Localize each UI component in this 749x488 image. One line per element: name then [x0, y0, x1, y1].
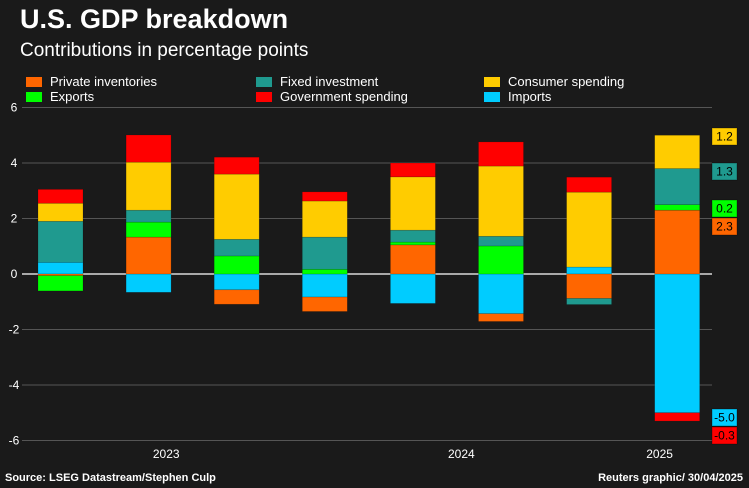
chart-title: U.S. GDP breakdown — [20, 4, 289, 34]
legend-label: Exports — [50, 89, 95, 104]
bar-segment-government-spending — [478, 141, 524, 167]
legend-swatch — [484, 91, 500, 102]
bar-segment-exports — [213, 255, 260, 275]
legend-label: Imports — [508, 89, 552, 104]
credit-note: Reuters graphic/ 30/04/2025 — [598, 472, 743, 484]
bar-segment-fixed-investment — [213, 239, 260, 257]
y-tick-label: 4 — [11, 156, 18, 170]
bar-segment-private-inventories — [654, 209, 701, 275]
bar-segment-fixed-investment — [37, 220, 84, 263]
bar-segment-government-spending — [301, 191, 348, 202]
bar-segment-fixed-investment — [125, 209, 172, 223]
bar-segment-private-inventories — [478, 313, 524, 322]
legend-swatch — [256, 76, 272, 87]
bar-segment-consumer-spending — [301, 200, 348, 238]
legend-label: Consumer spending — [508, 74, 625, 89]
x-tick-label: 2024 — [448, 447, 475, 461]
value-label: -5.0 — [714, 411, 735, 425]
bar-segment-imports — [566, 266, 612, 275]
bar-segment-imports — [301, 273, 348, 298]
bar-segment-private-inventories — [390, 244, 436, 275]
bar-segment-imports — [654, 273, 701, 414]
bar-segment-consumer-spending — [654, 134, 701, 169]
legend-label: Private inventories — [50, 74, 157, 89]
legend-swatch — [484, 76, 500, 87]
bar-segment-imports — [213, 273, 260, 291]
bar-segment-government-spending — [390, 162, 436, 178]
bar-segment-fixed-investment — [301, 236, 348, 270]
bar-segment-private-inventories — [301, 296, 348, 312]
bar-segment-fixed-investment — [390, 229, 436, 243]
bar-segment-government-spending — [125, 134, 172, 163]
bar-segment-consumer-spending — [566, 191, 612, 268]
y-tick-label: 2 — [11, 212, 18, 226]
value-label: 2.3 — [716, 220, 733, 234]
bar-segment-government-spending — [566, 176, 612, 193]
legend-item-private-inventories: Private inventories — [26, 74, 157, 89]
bar-segment-private-inventories — [566, 273, 612, 299]
y-tick-label: -6 — [9, 434, 20, 448]
value-label-box — [711, 217, 738, 236]
value-label-box — [711, 162, 738, 181]
bar-segment-consumer-spending — [213, 173, 260, 240]
legend-item-government-spending: Government spending — [256, 89, 408, 104]
bar-segment-fixed-investment — [566, 298, 612, 305]
y-tick-label: 6 — [11, 101, 18, 115]
bar-segment-imports — [478, 273, 524, 314]
legend-item-fixed-investment: Fixed investment — [256, 74, 378, 89]
value-label-box — [711, 408, 738, 427]
value-label: 1.2 — [716, 130, 733, 144]
value-label-box — [711, 199, 738, 218]
bar-segment-consumer-spending — [390, 176, 436, 231]
bar-segment-exports — [37, 275, 84, 292]
y-tick-label: 0 — [11, 267, 18, 281]
legend-swatch — [26, 91, 42, 102]
bar-segment-consumer-spending — [478, 165, 524, 237]
bar-segment-exports — [301, 268, 348, 275]
legend-label: Government spending — [280, 89, 408, 104]
legend-swatch — [256, 91, 272, 102]
legend-item-imports: Imports — [484, 89, 551, 104]
legend-item-consumer-spending: Consumer spending — [484, 74, 624, 89]
bar-segment-government-spending — [213, 156, 260, 175]
bar-segment-consumer-spending — [125, 161, 172, 211]
source-note: Source: LSEG Datastream/Stephen Culp — [5, 472, 216, 484]
bar-segment-imports — [390, 273, 436, 304]
bar-segment-government-spending — [654, 412, 701, 422]
value-label: 0.2 — [716, 202, 733, 216]
bar-segment-government-spending — [37, 189, 84, 204]
y-tick-label: -2 — [9, 323, 20, 337]
bar-segment-fixed-investment — [478, 235, 524, 247]
value-label: 1.3 — [716, 165, 733, 179]
value-label: -0.3 — [714, 429, 735, 443]
legend-item-exports: Exports — [26, 89, 94, 104]
bar-segment-exports — [654, 204, 701, 211]
value-label-box — [711, 426, 738, 445]
legend-label: Fixed investment — [280, 74, 379, 89]
legend-swatch — [26, 76, 42, 87]
bar-segment-private-inventories — [125, 236, 172, 275]
bar-segment-private-inventories — [213, 289, 260, 305]
bar-segment-consumer-spending — [37, 202, 84, 222]
chart-subtitle: Contributions in percentage points — [20, 40, 309, 61]
bar-segment-imports — [37, 262, 84, 275]
bar-segment-fixed-investment — [654, 168, 701, 205]
x-tick-label: 2025 — [646, 447, 673, 461]
x-tick-label: 2023 — [153, 447, 180, 461]
bar-segment-exports — [390, 241, 436, 246]
bar-segment-exports — [125, 221, 172, 238]
bar-segment-imports — [125, 273, 172, 293]
value-label-box — [711, 127, 738, 146]
y-tick-label: -4 — [9, 378, 20, 392]
bar-segment-exports — [478, 245, 524, 275]
